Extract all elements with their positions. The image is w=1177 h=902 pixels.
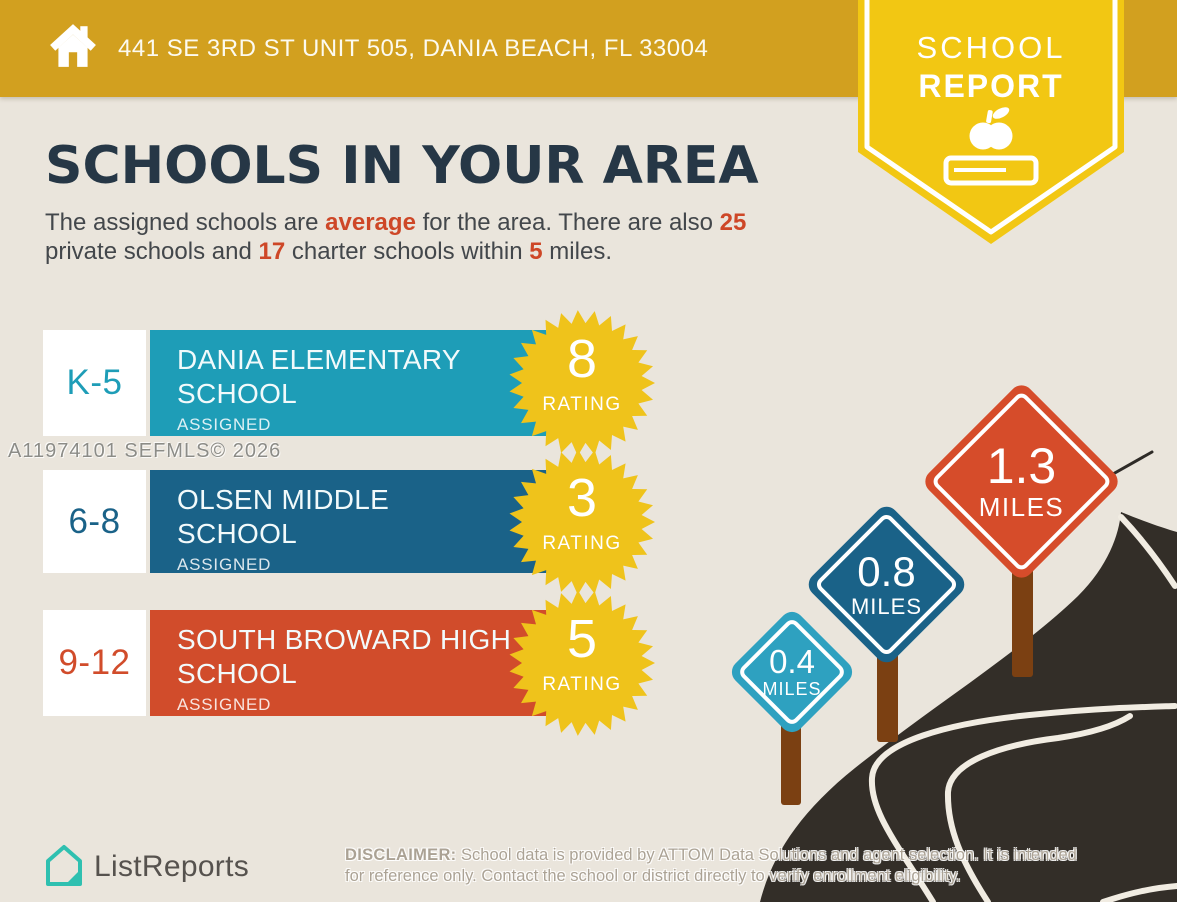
distance-value: 1.3: [986, 438, 1057, 494]
disclaimer-text: DISCLAIMER: School data is provided by A…: [345, 846, 1077, 885]
school-name: SOUTH BROWARD HIGH SCHOOL: [177, 624, 512, 689]
mls-watermark: A11974101 SEFMLS© 2026: [8, 440, 282, 462]
road-lane-lines: [868, 514, 1177, 902]
assigned-label: ASSIGNED: [177, 555, 272, 574]
property-address: 441 SE 3RD ST UNIT 505, DANIA BEACH, FL …: [118, 35, 709, 62]
badge-shield: [858, 0, 1124, 244]
rating-label: RATING: [542, 674, 622, 695]
page-title: SCHOOLS IN YOUR AREA: [45, 136, 759, 196]
apple-book-icon: [943, 107, 1039, 186]
sign-post: [1012, 555, 1033, 677]
badge-title-report: REPORT: [918, 68, 1064, 104]
badge-title-school: SCHOOL: [916, 30, 1066, 65]
school-row-middle: 6-8 OLSEN MIDDLE SCHOOL ASSIGNED 3 RATIN…: [43, 449, 663, 595]
rating-value: 5: [566, 609, 598, 669]
distance-sign-high: 1.3 MILES: [920, 380, 1123, 583]
rating-label: RATING: [542, 394, 622, 415]
distance-sign-middle: 0.8 MILES: [803, 501, 970, 668]
rating-badge: 5 RATING: [507, 588, 657, 738]
assigned-label: ASSIGNED: [177, 695, 272, 714]
grade-range-label: K-5: [43, 330, 146, 436]
distance-value: 0.4: [769, 642, 815, 680]
school-row-elementary: K-5 DANIA ELEMENTARY SCHOOL ASSIGNED 8 R…: [43, 310, 663, 456]
school-name: OLSEN MIDDLE SCHOOL: [177, 484, 390, 549]
road-surface: [760, 512, 1177, 902]
school-report-badge: SCHOOL REPORT: [858, 0, 1124, 250]
school-row-high: 9-12 SOUTH BROWARD HIGH SCHOOL ASSIGNED …: [43, 590, 663, 736]
rating-badge: 8 RATING: [507, 308, 657, 458]
school-bar: DANIA ELEMENTARY SCHOOL ASSIGNED: [150, 330, 552, 436]
school-bar: SOUTH BROWARD HIGH SCHOOL ASSIGNED: [150, 610, 552, 716]
distance-unit: MILES: [850, 593, 923, 619]
rating-label: RATING: [542, 533, 622, 554]
rating-value: 8: [566, 329, 598, 389]
listreports-logo-icon: [46, 845, 82, 886]
distance-value: 0.8: [857, 547, 916, 595]
disclaimer-label: DISCLAIMER:: [345, 846, 457, 864]
assigned-label: ASSIGNED: [177, 415, 272, 434]
distance-unit: MILES: [762, 678, 822, 699]
distance-unit: MILES: [978, 492, 1065, 522]
school-bar: OLSEN MIDDLE SCHOOL ASSIGNED: [150, 470, 552, 574]
home-icon: [50, 24, 96, 67]
intro-text: The assigned schools are average for the…: [45, 209, 747, 265]
grade-range-label: 6-8: [43, 470, 146, 573]
rating-badge: 3 RATING: [507, 447, 657, 597]
rating-value: 3: [566, 468, 598, 528]
school-name: DANIA ELEMENTARY SCHOOL: [177, 344, 461, 409]
sign-post: [877, 640, 898, 742]
listreports-wordmark: ListReports: [94, 850, 250, 883]
grade-range-label: 9-12: [43, 610, 146, 716]
